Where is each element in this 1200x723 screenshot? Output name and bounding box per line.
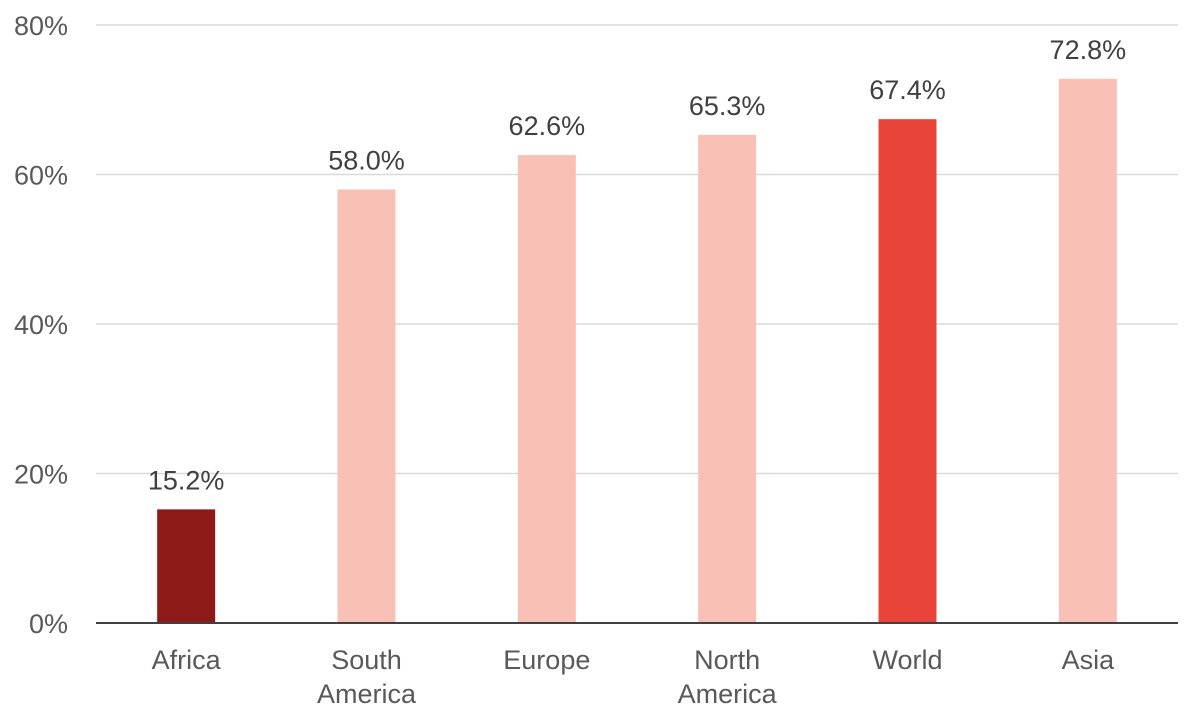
data-label: 62.6% bbox=[509, 111, 586, 141]
x-tick-label: Asia bbox=[1062, 645, 1116, 675]
data-label: 58.0% bbox=[328, 145, 405, 175]
data-labels: 15.2% 58.0% 62.6% 65.3% 67.4% 72.8% bbox=[148, 35, 1126, 496]
data-label: 72.8% bbox=[1050, 35, 1127, 65]
y-tick-label: 60% bbox=[14, 161, 68, 191]
bar bbox=[878, 119, 937, 623]
y-tick-label: 20% bbox=[14, 460, 68, 490]
x-tick-label: Europe bbox=[503, 645, 590, 675]
gridlines bbox=[96, 24, 1178, 475]
bar bbox=[157, 509, 216, 623]
bars bbox=[157, 78, 1117, 623]
x-tick-label: World bbox=[872, 645, 942, 675]
x-tick-label: South bbox=[331, 645, 402, 675]
bar bbox=[698, 134, 757, 623]
y-tick-label: 80% bbox=[14, 11, 68, 41]
x-tick-label: Africa bbox=[152, 645, 222, 675]
data-label: 15.2% bbox=[148, 465, 225, 495]
y-tick-label: 0% bbox=[29, 609, 68, 639]
x-tick-label: America bbox=[317, 679, 417, 709]
x-tick-label: North bbox=[694, 645, 760, 675]
bar bbox=[517, 155, 576, 623]
y-tick-label: 40% bbox=[14, 310, 68, 340]
bar bbox=[337, 189, 396, 623]
data-label: 67.4% bbox=[869, 75, 946, 105]
x-axis: Africa South America Europe North America Worl… bbox=[96, 622, 1178, 709]
bar bbox=[1058, 78, 1117, 623]
y-axis: 0% 20% 40% 60% 80% bbox=[14, 11, 68, 639]
data-label: 65.3% bbox=[689, 91, 766, 121]
x-tick-label: America bbox=[678, 679, 778, 709]
